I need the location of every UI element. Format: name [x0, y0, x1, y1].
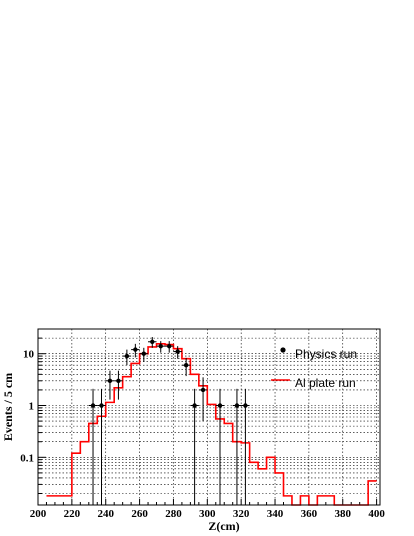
physics-run-point — [124, 353, 130, 359]
y-tick-label: 1 — [29, 401, 35, 413]
x-tick-label: 200 — [30, 508, 47, 520]
physics-run-point — [192, 403, 197, 408]
physics-run-point — [234, 403, 240, 408]
x-tick-label: 280 — [165, 508, 182, 520]
x-tick-label: 260 — [131, 508, 148, 520]
x-tick-label: 240 — [97, 508, 114, 520]
y-tick-label: 0.1 — [20, 452, 34, 464]
y-axis: 0.1 1 10 — [20, 328, 46, 495]
physics-run-point — [243, 403, 248, 408]
physics-run-point — [107, 378, 113, 383]
physics-run-point — [90, 403, 96, 408]
physics-run-point — [133, 347, 138, 352]
x-tick-label: 360 — [301, 508, 318, 520]
legend-label-al-plate: Al plate run — [295, 376, 356, 390]
physics-run-point — [141, 351, 147, 356]
x-tick-label: 300 — [199, 508, 216, 520]
x-axis-title: Z(cm) — [208, 519, 239, 533]
x-tick-label: 400 — [368, 508, 385, 520]
physics-run-point — [183, 363, 189, 368]
histogram-series — [46, 343, 377, 506]
points-series — [88, 337, 250, 505]
x-axis: 200 220 240 260 280 300 320 340 360 380 400 — [30, 499, 385, 520]
legend-marker-physics — [280, 347, 286, 353]
x-tick-label: 380 — [335, 508, 352, 520]
legend-label-physics: Physics run — [295, 347, 357, 361]
x-tick-label: 320 — [233, 508, 250, 520]
y-tick-label: 10 — [23, 349, 35, 361]
physics-run-point — [175, 349, 180, 354]
physics-run-point — [99, 403, 104, 408]
physics-run-point — [150, 339, 155, 344]
physics-run-point — [116, 378, 121, 383]
x-tick-label: 220 — [64, 508, 81, 520]
physics-run-point — [200, 387, 206, 393]
al-plate-run-histogram — [46, 343, 377, 506]
x-tick-label: 340 — [267, 508, 284, 520]
y-axis-title: Events / 5 cm — [1, 373, 15, 441]
legend: Physics run Al plate run — [271, 347, 357, 390]
physics-run-point — [217, 403, 223, 408]
physics-run-point — [158, 343, 163, 349]
physics-run-point — [167, 343, 172, 349]
grid — [37, 328, 380, 505]
plot-frame — [37, 328, 381, 506]
